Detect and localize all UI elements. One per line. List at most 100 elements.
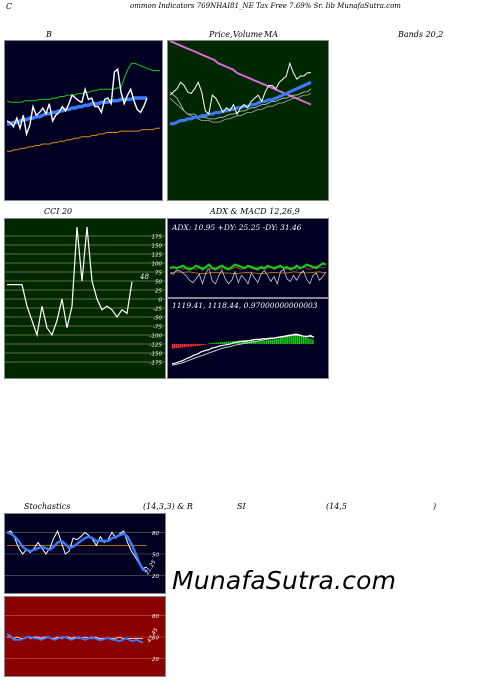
macd-line [171, 333, 315, 365]
macd-histogram-bar [239, 340, 241, 344]
macd-histogram-bar [271, 339, 274, 344]
macd-histogram-bar [177, 344, 180, 348]
macd-histogram-bar [267, 340, 270, 344]
macd-histogram-bar [277, 338, 279, 344]
macd-histogram-bar [241, 340, 243, 344]
macd-histogram-bar [208, 343, 210, 344]
macd-histogram-bar [193, 344, 195, 347]
macd-histogram-bar [196, 344, 199, 346]
macd-histogram-bar [291, 334, 293, 344]
cci-chart: 175 150 125 100 75 50 25 0 -25 -50 -75 -100 -125 -150… [5, 226, 165, 367]
macd-histogram-bar [246, 340, 249, 344]
macd-histogram-bar [300, 335, 303, 344]
macd-histogram-bar [289, 335, 291, 344]
macd-histogram-bar [195, 344, 197, 346]
macd-histogram-bar [269, 339, 272, 344]
svg-stoch-tick-label: 50 [152, 553, 159, 559]
stoch-label: Stochastics [24, 502, 71, 511]
cci-line [7, 226, 133, 338]
macd-chart [171, 333, 315, 366]
cci-tick-label: 50 [155, 280, 162, 286]
macd-histogram-bar [200, 344, 203, 346]
macd-histogram-bar [214, 342, 216, 344]
macd-histogram-bar [275, 338, 278, 344]
cci-panel: 175 150 125 100 75 50 25 0 -25 -50 -75 -100 -125 -150… [4, 218, 166, 379]
macd-histogram-bar [210, 343, 212, 344]
macd-histogram-bar [172, 344, 174, 349]
macd-histogram-bar [283, 337, 285, 344]
rsi-label: SI [237, 502, 246, 511]
svg-rsi-tick-label: 80 [152, 614, 159, 620]
bb-price-line [6, 67, 148, 137]
macd-histogram-bar [198, 344, 201, 346]
cci-tick-label: -50 [153, 316, 162, 322]
ma-mid-line [169, 88, 312, 120]
header-prefix: C [6, 2, 13, 11]
cci-tick-label: 25 [155, 289, 162, 295]
stoch-params-label: (14,3,3) & R [143, 502, 193, 511]
adx-values: ADX: 10.95 +DY: 25.25 -DY: 31.46 [172, 223, 302, 232]
macd-histogram-bar [254, 340, 256, 344]
macd-histogram-bar [225, 341, 228, 344]
macd-histogram-bar [302, 336, 304, 344]
macd-histogram-bar [258, 341, 260, 344]
macd-histogram-bar [308, 338, 310, 344]
cci-value-label: 48 [139, 273, 149, 281]
adx-panel: ADX: 10.95 +DY: 25.25 -DY: 31.46 [167, 218, 329, 298]
macd-histogram-bar [202, 344, 205, 345]
svg-rsi-tick-label: 50 [152, 636, 159, 642]
cci-tick-label: 0 [159, 298, 163, 304]
macd-histogram-bar [185, 344, 187, 347]
macd-histogram-bar [287, 336, 289, 344]
macd-histogram-bar [260, 341, 262, 344]
rsi-panel: 80 50 20 43.45 [4, 596, 166, 677]
cci-tick-label: 125 [152, 253, 163, 259]
macd-histogram-bar [179, 344, 182, 348]
macd-histogram-bar [173, 344, 176, 349]
price-label: Price, [209, 30, 233, 39]
macd-histogram-bar [227, 341, 230, 344]
cci-tick-label: 150 [152, 244, 163, 250]
bb-label: B [46, 30, 52, 39]
macd-histogram-bar [204, 344, 207, 345]
macd-histogram-bar [189, 344, 191, 347]
ma-fast-line [170, 80, 312, 126]
adx-line [169, 271, 327, 275]
cci-tick-label: -175 [150, 361, 163, 367]
macd-histogram-bar [298, 334, 301, 344]
cci-label: CCI 20 [44, 207, 73, 216]
bb-lower-band-line [7, 127, 160, 152]
bollinger-chart [6, 62, 160, 152]
rsi-params-label: (14,5 [326, 502, 347, 511]
macd-histogram-bar [220, 342, 222, 344]
header-title: ommon Indicators 769NHAI81_NE Tax Free 7… [130, 2, 401, 10]
macd-histogram-bar [212, 343, 214, 344]
macd-histogram-bar [256, 340, 258, 344]
macd-histogram-bar [281, 337, 283, 344]
price-ma-chart [169, 41, 312, 126]
macd-histogram-bar [187, 344, 189, 347]
macd-histogram-bar [223, 341, 226, 344]
plus-di-line [169, 262, 327, 271]
price-ma-panel [167, 40, 329, 201]
macd-histogram-bar [216, 342, 218, 344]
bands-label: Bands 20,2 [398, 30, 444, 39]
macd-histogram-bar [262, 340, 264, 344]
bb-middle-band-line [7, 96, 147, 126]
rsi-close-label: ) [433, 502, 437, 511]
adx-macd-label: ADX & MACD 12,26,9 [210, 207, 300, 216]
price-line [169, 61, 311, 116]
dx-line [169, 267, 327, 286]
macd-histogram-bar [310, 338, 312, 344]
cci-tick-label: 175 [152, 235, 163, 241]
cci-tick-label: -150 [150, 352, 163, 358]
macd-histogram-bar [183, 344, 185, 348]
macd-histogram-bar [191, 344, 193, 347]
cci-tick-label: -125 [150, 343, 163, 349]
macd-histogram-bar [218, 342, 220, 344]
bollinger-panel [4, 40, 163, 201]
macd-histogram-bar [264, 340, 266, 344]
cci-tick-label: -100 [150, 334, 163, 340]
